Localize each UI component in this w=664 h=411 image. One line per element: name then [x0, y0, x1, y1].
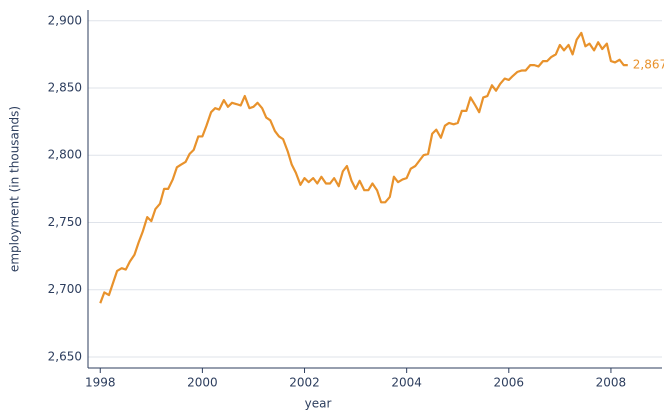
y-axis-label: employment (in thousands) [8, 106, 22, 272]
x-tick-label: 2006 [494, 376, 525, 390]
y-tick-label: 2,700 [48, 282, 82, 296]
y-tick-label: 2,900 [48, 13, 82, 27]
x-tick-label: 2000 [187, 376, 218, 390]
y-tick-label: 2,850 [48, 81, 82, 95]
data-line [99, 31, 628, 304]
x-tick-label: 2002 [289, 376, 320, 390]
x-axis-label: year [305, 397, 332, 411]
x-tick-label: 1998 [85, 376, 116, 390]
y-tick-label: 2,750 [48, 215, 82, 229]
x-tick-label: 2004 [391, 376, 422, 390]
y-tick-label: 2,800 [48, 148, 82, 162]
end-label: 2,867 [633, 58, 664, 72]
x-tick-label: 2008 [596, 376, 627, 390]
y-tick-label: 2,650 [48, 349, 82, 363]
